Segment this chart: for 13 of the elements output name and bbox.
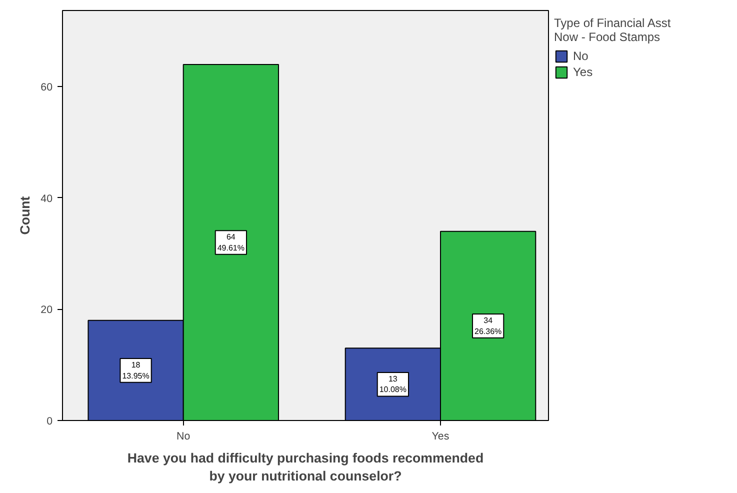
data-label: 34 26.36% — [474, 316, 502, 336]
y-tick-label: 20 — [40, 304, 53, 316]
data-label: 13 10.08% — [379, 374, 407, 394]
y-axis-title: Count — [18, 196, 33, 235]
data-label: 64 49.61% — [217, 232, 245, 252]
y-tick-label: 40 — [40, 192, 53, 205]
y-tick-label: 60 — [40, 82, 53, 94]
data-label: 18 13.95% — [122, 360, 150, 380]
y-tick-label: 0 — [46, 416, 53, 428]
legend-label: Yes — [573, 65, 593, 79]
legend-title: Type of Financial Asst Now - Food Stamps — [554, 16, 671, 44]
legend-label: No — [573, 49, 590, 63]
x-axis-title: Have you had difficulty purchasing foods recommended by your nutritional counselor? — [127, 450, 484, 484]
